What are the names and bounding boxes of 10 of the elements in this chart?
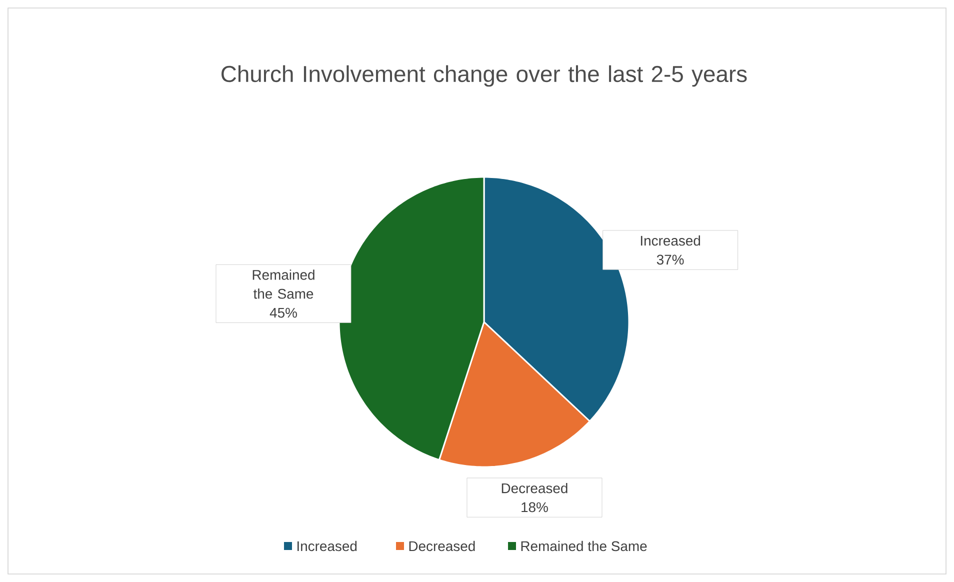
data-label: 18%	[522, 502, 548, 512]
slice-label: Decreased	[502, 482, 568, 494]
legend-label: Remained the Same	[521, 540, 647, 552]
legend-label: Increased	[297, 540, 357, 552]
slice-label: Increased	[640, 235, 700, 246]
data-label: 45%	[270, 308, 297, 318]
legend-label: Decreased	[409, 540, 475, 552]
slice-label: Remained the Same	[252, 270, 314, 299]
data-label: 37%	[656, 254, 684, 265]
chart-title: Church Involvement change over the last 2-5 years	[222, 65, 747, 87]
